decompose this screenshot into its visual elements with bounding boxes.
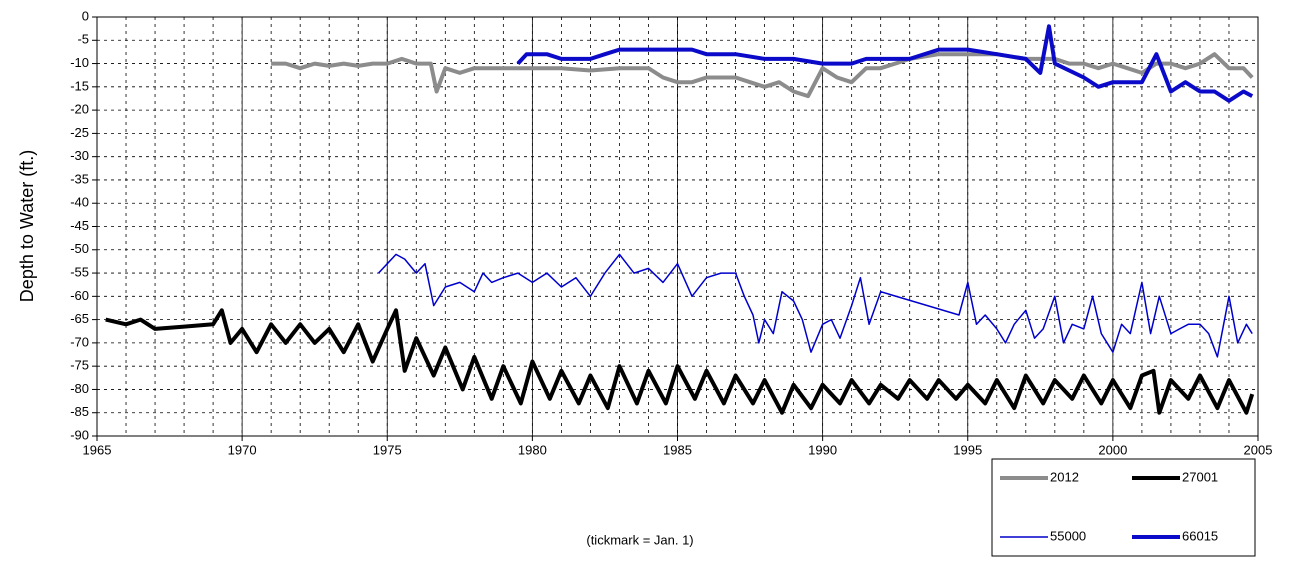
legend-label: 55000 [1050, 528, 1086, 543]
x-tick-label: 2005 [1244, 442, 1273, 457]
y-tick-label: -65 [70, 311, 89, 326]
series-line [271, 52, 1254, 99]
x-tick-label: 1970 [228, 442, 257, 457]
y-tick-label: -60 [70, 288, 89, 303]
y-tick-label: -45 [70, 218, 89, 233]
y-tick-label: -40 [70, 195, 89, 210]
y-tick-label: -20 [70, 102, 89, 117]
annotation: (tickmark = Jan. 1) [586, 532, 693, 547]
x-tick-label: 2000 [1098, 442, 1127, 457]
y-tick-label: -5 [77, 32, 89, 47]
y-tick-label: -75 [70, 358, 89, 373]
y-tick-label: -25 [70, 125, 89, 140]
x-tick-label: 1965 [83, 442, 112, 457]
y-tick-label: -30 [70, 148, 89, 163]
x-tick-label: 1975 [373, 442, 402, 457]
y-tick-label: -15 [70, 78, 89, 93]
legend-label: 27001 [1182, 469, 1218, 484]
plot-border [96, 16, 1259, 437]
series-line [516, 24, 1254, 103]
x-tick-label: 1990 [808, 442, 837, 457]
x-tick-label: 1980 [518, 442, 547, 457]
x-tick-label: 1995 [953, 442, 982, 457]
y-tick-label: -10 [70, 55, 89, 70]
y-tick-label: 0 [82, 8, 89, 23]
legend-label: 2012 [1050, 469, 1079, 484]
x-tick-label: 1985 [663, 442, 692, 457]
legend-label: 66015 [1182, 528, 1218, 543]
y-axis-label: Depth to Water (ft.) [17, 150, 37, 302]
y-tick-label: -80 [70, 381, 89, 396]
y-tick-label: -55 [70, 264, 89, 279]
y-tick-label: -35 [70, 171, 89, 186]
y-tick-label: -85 [70, 404, 89, 419]
series-line [105, 308, 1255, 415]
y-tick-label: -50 [70, 241, 89, 256]
y-tick-label: -90 [70, 427, 89, 442]
y-tick-label: -70 [70, 334, 89, 349]
legend-box [991, 458, 1256, 557]
series-line [377, 253, 1253, 358]
